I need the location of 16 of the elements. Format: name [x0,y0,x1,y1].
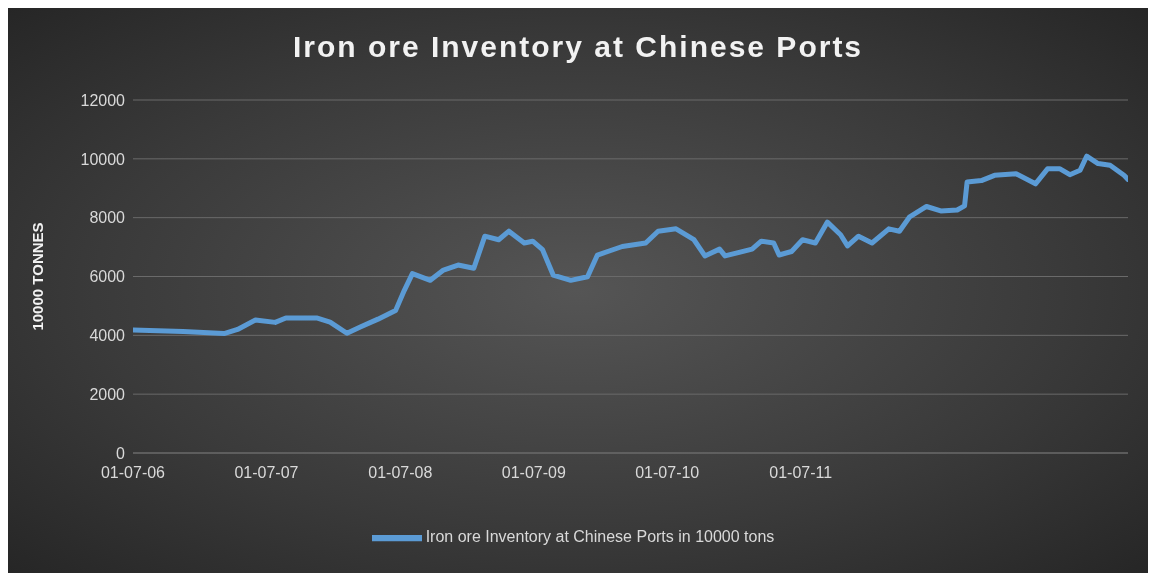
x-tick-label: 01-07-11 [769,464,833,482]
y-tick-label: 10000 [80,150,126,168]
x-tick-label: 01-07-07 [234,464,299,482]
y-tick-label: 0 [116,444,126,462]
x-tick-label: 01-07-08 [368,464,433,482]
legend-label: Iron ore Inventory at Chinese Ports in 10000 tons [425,528,775,546]
x-tick-label: 01-07-10 [635,464,700,482]
x-tick-label: 01-07-06 [100,464,166,482]
y-axis-title: 10000 TONNES [29,222,47,331]
y-tick-label: 12000 [80,91,126,109]
y-tick-label: 8000 [89,209,126,227]
x-tick-label: 01-07-09 [501,464,566,482]
y-tick-label: 6000 [89,268,126,286]
y-tick-label: 4000 [89,327,126,345]
chart-title: Iron ore Inventory at Chinese Ports [291,29,865,65]
y-tick-label: 2000 [89,385,126,403]
